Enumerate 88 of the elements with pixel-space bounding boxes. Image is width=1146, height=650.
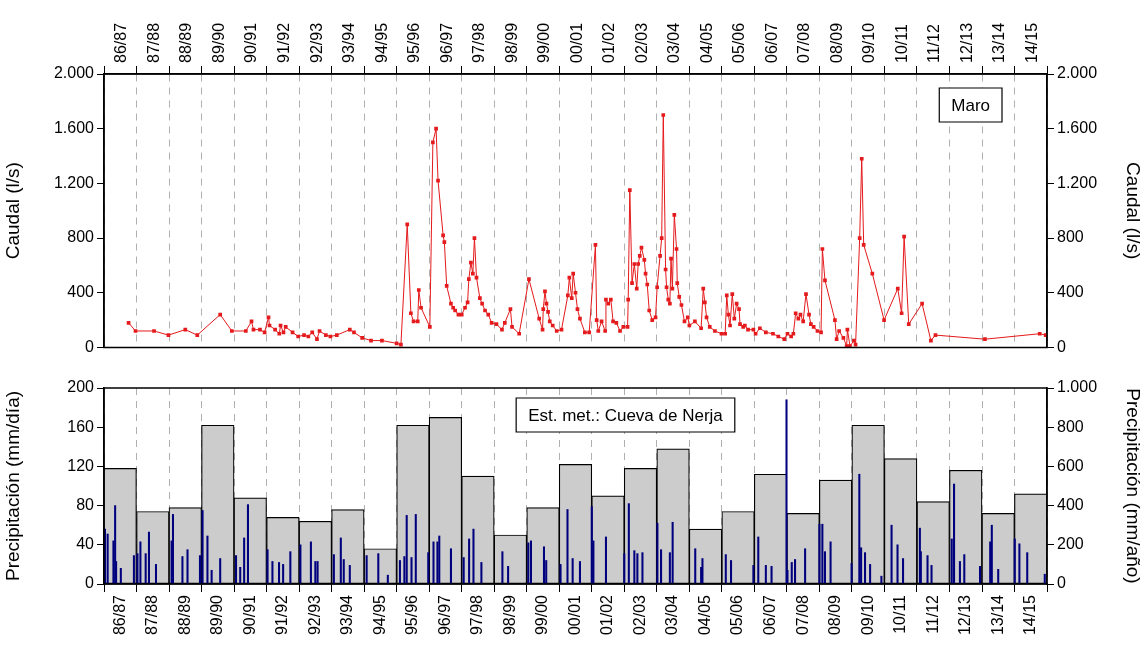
x-tick-label: 99/00 <box>533 594 551 636</box>
y2-tick-label: 1.200 <box>1057 173 1098 191</box>
y2-tick-label: 400 <box>1057 496 1084 514</box>
x-tick-label: 10/11 <box>892 24 910 63</box>
y2-axis-title: Precipitación (mm/año) <box>1123 388 1145 584</box>
y2-tick-label: 800 <box>1057 228 1084 246</box>
x-tick-label: 02/03 <box>630 594 648 636</box>
y-axis-title: Precipitación (mm/día) <box>1 390 23 582</box>
x-tick-label: 13/14 <box>990 22 1008 63</box>
x-tick-label: 96/97 <box>435 594 453 636</box>
y-tick-label: 0 <box>85 337 95 355</box>
y2-tick-label: 200 <box>1057 535 1084 553</box>
x-tick-label: 13/14 <box>988 594 1006 636</box>
x-tick-label: 08/09 <box>827 22 845 63</box>
x-tick-label: 88/89 <box>175 594 193 636</box>
x-tick-label: 87/88 <box>144 22 162 63</box>
x-tick-label: 91/92 <box>273 594 291 636</box>
x-tick-label: 11/12 <box>925 24 943 63</box>
x-tick-label: 04/05 <box>697 22 715 63</box>
y-tick-label: 1.600 <box>53 119 95 137</box>
y-tick-label: 800 <box>67 228 95 246</box>
y2-tick-label: 600 <box>1057 456 1084 474</box>
x-tick-label: 01/02 <box>598 594 616 636</box>
x-tick-label: 92/93 <box>305 594 323 636</box>
y-tick-label: 2.000 <box>53 64 95 82</box>
annotation: Maro <box>951 95 990 115</box>
y2-tick-label: 0 <box>1057 574 1066 592</box>
x-tick-label: 00/01 <box>567 22 585 63</box>
x-tick-label: 91/92 <box>275 22 293 63</box>
x-tick-label: 89/90 <box>208 594 226 636</box>
x-tick-label: 92/93 <box>307 22 325 63</box>
x-tick-label: 97/98 <box>470 22 488 63</box>
y2-tick-label: 400 <box>1057 283 1084 301</box>
x-tick-label: 04/05 <box>695 594 713 636</box>
x-tick-label: 12/13 <box>957 22 975 63</box>
x-tick-label: 94/95 <box>372 22 390 63</box>
y2-tick-label: 2.000 <box>1057 64 1098 82</box>
x-tick-label: 12/13 <box>956 594 974 636</box>
x-tick-label: 14/15 <box>1021 594 1039 636</box>
y2-tick-label: 1.000 <box>1057 378 1098 396</box>
x-tick-label: 95/96 <box>403 594 421 636</box>
x-tick-label: 88/89 <box>177 22 195 63</box>
y-axis-title: Caudal (l/s) <box>1 162 23 260</box>
annotation: Est. met.: Cueva de Nerja <box>528 405 724 425</box>
x-tick-label: 10/11 <box>891 594 909 634</box>
x-tick-label: 99/00 <box>535 22 553 63</box>
x-tick-label: 01/02 <box>600 22 618 63</box>
x-tick-label: 14/15 <box>1022 22 1040 63</box>
x-tick-label: 06/07 <box>762 22 780 63</box>
y2-tick-label: 0 <box>1057 337 1066 355</box>
x-tick-label: 89/90 <box>209 22 227 63</box>
x-tick-label: 02/03 <box>632 22 650 63</box>
x-tick-label: 97/98 <box>468 594 486 636</box>
x-tick-label: 90/91 <box>240 594 258 636</box>
x-tick-label: 98/99 <box>502 22 520 63</box>
y-tick-label: 160 <box>67 417 95 435</box>
y-tick-label: 120 <box>67 456 95 474</box>
y2-tick-label: 1.600 <box>1057 119 1098 137</box>
x-tick-label: 90/91 <box>242 22 260 63</box>
x-tick-label: 07/08 <box>795 22 813 63</box>
x-tick-label: 05/06 <box>730 22 748 63</box>
x-tick-label: 93/94 <box>340 22 358 63</box>
x-tick-label: 06/07 <box>760 594 778 636</box>
y-tick-label: 40 <box>76 535 95 553</box>
x-tick-label: 11/12 <box>923 594 941 634</box>
x-tick-label: 05/06 <box>728 594 746 636</box>
y-tick-label: 200 <box>67 378 95 396</box>
x-tick-label: 93/94 <box>338 594 356 636</box>
x-tick-label: 86/87 <box>110 594 128 636</box>
x-tick-label: 03/04 <box>665 22 683 63</box>
x-tick-label: 09/10 <box>858 594 876 636</box>
y2-tick-label: 800 <box>1057 417 1084 435</box>
x-tick-label: 08/09 <box>826 594 844 636</box>
x-tick-label: 07/08 <box>793 594 811 636</box>
x-tick-label: 98/99 <box>500 594 518 636</box>
y2-axis-title: Caudal (l/s) <box>1123 162 1145 260</box>
y-tick-label: 400 <box>67 283 95 301</box>
x-tick-label: 96/97 <box>437 22 455 63</box>
y-tick-label: 1.200 <box>53 173 95 191</box>
y-tick-label: 80 <box>76 496 95 514</box>
x-tick-label: 95/96 <box>405 22 423 63</box>
x-tick-label: 87/88 <box>143 594 161 636</box>
x-tick-label: 00/01 <box>565 594 583 636</box>
x-tick-label: 86/87 <box>112 22 130 63</box>
x-tick-label: 03/04 <box>663 594 681 636</box>
x-tick-label: 09/10 <box>860 22 878 63</box>
x-tick-label: 94/95 <box>370 594 388 636</box>
y-tick-label: 0 <box>85 574 95 592</box>
